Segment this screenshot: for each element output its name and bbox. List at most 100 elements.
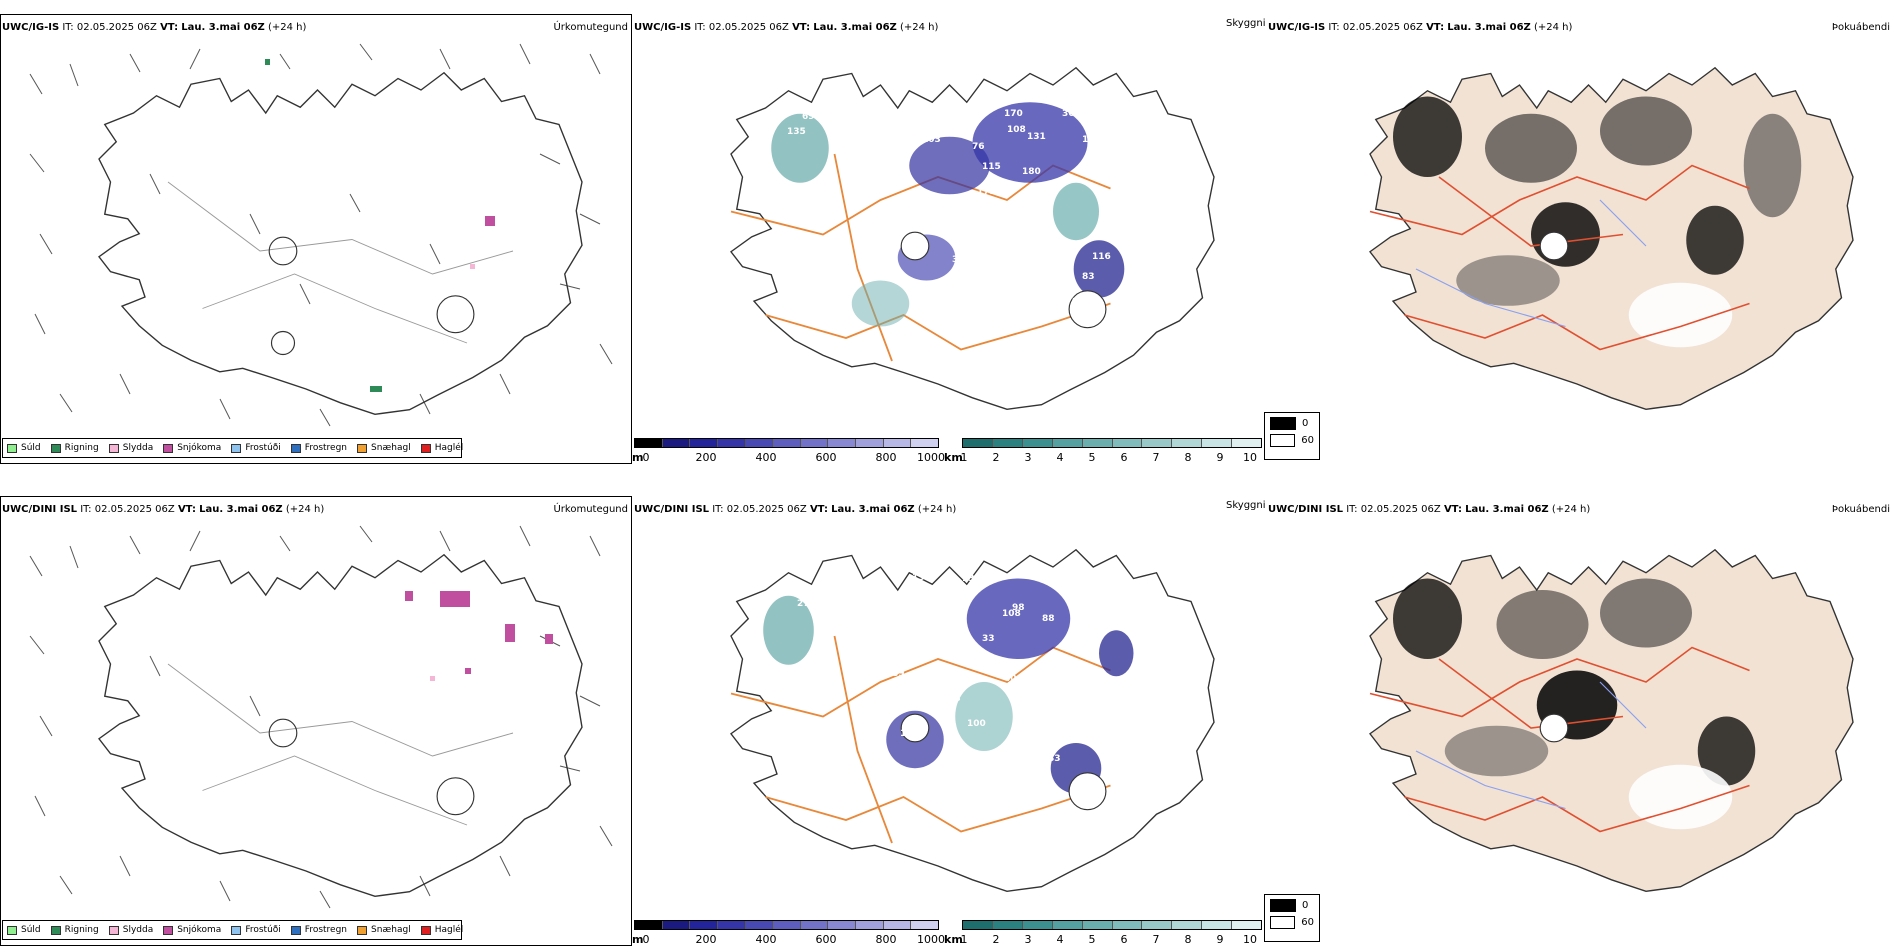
cloud-base-labels: 16 27 46 130 134 98 119 597 108 88 33 89 223 103 100 40… [797,569,1061,789]
fog-title: Þokuábendi [1831,504,1890,515]
it-value: 02.05.2025 06Z [1360,504,1441,515]
tick-label: 5 [1088,933,1096,946]
snow-area [485,216,495,226]
cloud-base-value-label: 100 [967,719,986,729]
bar-seg [883,921,912,929]
bar-seg [1022,439,1053,447]
legend-item-hagel: Haglél [420,443,464,453]
cloud-base-value-label: 40 [1004,674,1017,684]
tick-label: 200 [695,933,717,946]
it-label: IT: [1346,504,1358,515]
tick-label: 1 [960,933,968,946]
cloud-base-value-label: 597 [937,619,956,629]
bar-seg [992,921,1023,929]
legend-item-snjokoma: Snjókoma [163,443,221,453]
model-label: UWC/DINI ISL [1268,504,1344,515]
it-label: IT: [1328,22,1340,33]
cloud-base-value-label: 119 [952,599,971,609]
legend-swatch [1270,916,1296,929]
legend-item-frostudi: Frostúði [231,925,281,935]
model-label: UWC/IG-IS [634,22,692,33]
visibility-title: Skyggni [1226,18,1266,29]
cloud-base-value-label: 25 [1107,227,1120,237]
tick-label: 10 [1243,933,1257,946]
cloud-base-value-label: 124 [1012,207,1031,217]
cloud-base-value-label: 130 [912,573,931,583]
legend-swatch [1270,434,1296,447]
bar-seg [963,439,993,447]
cloud-base-value-label: 223 [892,694,911,704]
cloud-top-colorbar [962,438,1262,448]
bar-seg [1172,439,1203,447]
cloud-base-value-label: 105 [972,207,991,217]
bar-seg [1082,921,1113,929]
vt-label: VT: [792,22,811,33]
legend-label: Snæhagl [371,443,411,453]
tick-label: 1000 [917,933,945,946]
bar-seg [856,439,884,447]
legend-item-slydda: Slydda [108,925,153,935]
tick-label: 6 [1120,933,1128,946]
cloud-base-ticks: 0 200 400 600 800 1000 [643,933,946,947]
legend-label: 0 [1302,900,1309,911]
tick-label: 7 [1152,451,1160,464]
legend-swatch [357,443,368,453]
map-header: UWC/DINI ISL IT: 02.05.2025 06Z VT: Lau.… [2,504,324,516]
bar-seg [773,439,801,447]
fog-panel-row1: UWC/IG-IS IT: 02.05.2025 06Z VT: Lau. 3.… [1264,14,1900,464]
cloud-base-value-label: 175 [977,187,996,197]
bar-seg [1142,439,1173,447]
legend-label: Snjókoma [177,443,222,453]
bar-seg [1232,921,1262,929]
cloud-base-value-label: 116 [1092,252,1111,262]
map-header: UWC/IG-IS IT: 02.05.2025 06Z VT: Lau. 3.… [1268,22,1572,34]
bar-seg [662,921,691,929]
bar-seg [690,439,718,447]
legend-label: Frostúði [245,925,281,935]
tick-label: 0 [642,451,650,464]
lead-time: (+24 h) [1551,504,1591,515]
cloud-base-value-label: 88 [1032,197,1045,207]
bar-seg [635,439,663,447]
legend-swatch [108,925,119,935]
legend-item-rigning: Rigning [50,925,99,935]
legend-label: Súld [21,925,41,935]
cloud-base-value-label: 109 [877,112,896,122]
visibility-legend: 0 60 [1264,894,1320,942]
vis-legend-row: 0 [1270,899,1314,912]
bar-seg [773,921,801,929]
it-value: 02.05.2025 06Z [708,22,789,33]
legend-item-suld: Súld [7,443,41,453]
legend-label: Haglél [434,443,464,453]
cloud-top-ticks: 1 2 3 4 5 6 7 8 9 10 [960,933,1258,947]
it-value: 02.05.2025 06Z [76,22,157,33]
cloud-base-value-label: 108 [1002,609,1021,619]
cloud-map-row1: 37 69 135 109 103 160 170 108 76 131 36 101 175 115 18… [730,67,1215,410]
model-label: UWC/IG-IS [1268,22,1326,33]
vt-label: VT: [1426,22,1445,33]
bar-seg [1202,921,1233,929]
tick-label: 3 [1024,933,1032,946]
legend-item-snaehagl: Snæhagl [357,443,411,453]
legend-item-slydda: Slydda [108,443,153,453]
lead-time: (+24 h) [267,22,307,33]
cloud-base-value-label: 95 [1072,297,1085,307]
map-header: UWC/DINI ISL IT: 02.05.2025 06Z VT: Lau.… [634,504,956,516]
tick-label: 400 [755,933,777,946]
legend-label: 60 [1301,435,1314,446]
legend-swatch [1270,899,1296,912]
tick-label: 5 [1088,451,1096,464]
cloud-base-value-label: 37 [792,85,805,95]
cloud-base-value-label: 89 [892,669,905,679]
cloud-panel-row2: 16 27 46 130 134 98 119 597 108 88 33 89 223 103 100 40… [632,496,1266,947]
legend-label: Haglél [434,925,464,935]
legend-item-hagel: Haglél [420,925,464,935]
map-header: UWC/DINI ISL IT: 02.05.2025 06Z VT: Lau.… [1268,504,1590,516]
vt-value: Lau. 3.mai 06Z [831,504,915,515]
bar-seg [745,921,774,929]
cloud-top-colorbar [962,920,1262,930]
snow-area [505,624,515,642]
bar-seg [992,439,1023,447]
precip-map-row1 [29,43,613,427]
tick-label: 4 [1056,451,1064,464]
